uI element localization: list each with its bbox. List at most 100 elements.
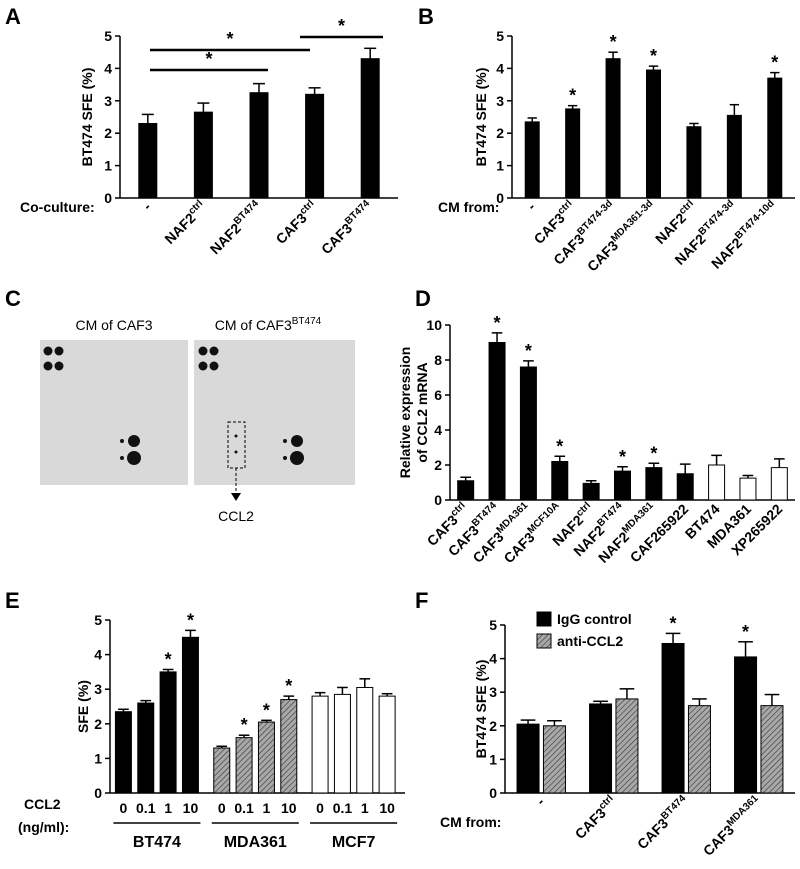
ccl2-label: CCL2 xyxy=(218,508,254,524)
x-tick-label: - xyxy=(139,199,154,214)
y-tick-label: 2 xyxy=(94,716,102,732)
bar xyxy=(726,114,742,199)
y-tick-label: 6 xyxy=(434,387,442,403)
y-tick-label: 2 xyxy=(489,718,497,734)
bar xyxy=(767,77,783,199)
significance-star: * xyxy=(165,649,172,669)
x-tick-label-base: - xyxy=(524,199,539,214)
y-tick-label: 0 xyxy=(489,785,497,801)
significance-star: * xyxy=(742,622,749,642)
bar xyxy=(615,698,639,794)
legend-swatch xyxy=(536,611,552,627)
panel-letter: D xyxy=(415,286,431,311)
significance-star: * xyxy=(494,313,501,333)
significance-star: * xyxy=(650,443,657,463)
bar xyxy=(551,461,569,501)
x-axis-label: Co-culture: xyxy=(20,199,95,215)
x-axis-label: CM from: xyxy=(438,199,499,215)
significance-star: * xyxy=(670,613,677,633)
x-tick-label: - xyxy=(524,199,539,214)
x-tick-label-sup: BT474 xyxy=(343,198,372,227)
y-tick-label: 5 xyxy=(489,617,497,633)
bar xyxy=(734,656,758,794)
x-tick-label-sup: MDA361-3d xyxy=(609,198,655,244)
x-tick-label-sup: BT474-10d xyxy=(733,198,777,242)
y-axis-label: Relative expression xyxy=(397,347,413,479)
x-axis-label: CCL2 xyxy=(24,796,61,812)
y-tick-label: 3 xyxy=(489,684,497,700)
bar xyxy=(645,467,663,501)
bar xyxy=(356,686,374,794)
y-tick-label: 1 xyxy=(94,750,102,766)
significance-star: * xyxy=(610,32,617,52)
panel-letter: C xyxy=(5,286,21,311)
legend-label: anti-CCL2 xyxy=(557,633,623,649)
bar xyxy=(457,480,475,501)
bar xyxy=(519,366,537,501)
significance-star: * xyxy=(525,341,532,361)
significance-star: * xyxy=(619,447,626,467)
legend-label: IgG control xyxy=(557,611,632,627)
x-tick-label-base: - xyxy=(533,794,548,809)
significance-star: * xyxy=(226,29,233,49)
y-tick-label: 8 xyxy=(434,352,442,368)
y-tick-label: 4 xyxy=(496,60,504,76)
significance-star: * xyxy=(263,700,270,720)
bar xyxy=(138,122,158,199)
x-tick-label: 0 xyxy=(120,800,128,816)
y-tick-label: 1 xyxy=(104,158,112,174)
bar xyxy=(311,695,329,794)
x-tick-label: 0.1 xyxy=(136,800,156,816)
y-axis-label: BT474 SFE (%) xyxy=(473,660,489,759)
bar xyxy=(193,111,213,199)
bar xyxy=(333,693,351,794)
x-tick-label: 1 xyxy=(164,800,172,816)
x-tick-label-sup: BT474 xyxy=(232,198,261,227)
x-tick-label-base: - xyxy=(139,199,154,214)
blot-dots xyxy=(43,346,304,465)
y-tick-label: 4 xyxy=(434,422,442,438)
x-tick-label: CAF3BT474 xyxy=(633,793,692,852)
x-tick-label: 10 xyxy=(379,800,395,816)
bar xyxy=(542,725,566,794)
bar xyxy=(249,92,269,199)
bar xyxy=(605,58,621,199)
y-tick-label: 10 xyxy=(426,317,442,333)
x-tick-label-sup: BT474 xyxy=(659,793,688,822)
bar xyxy=(257,721,275,794)
bar xyxy=(614,470,631,501)
x-tick-label: 0 xyxy=(218,800,226,816)
blot-title-base: CM of CAF3 xyxy=(215,317,292,333)
bar xyxy=(213,747,231,794)
y-tick-label: 1 xyxy=(489,751,497,767)
bar xyxy=(739,477,757,501)
y-tick-label: 4 xyxy=(104,60,112,76)
y-tick-label: 0 xyxy=(94,785,102,801)
x-tick-label: NAF2BT474 xyxy=(206,198,265,257)
legend-swatch xyxy=(536,633,552,649)
x-tick-label-sup: BT474 xyxy=(470,500,499,529)
x-axis-label: CM from: xyxy=(440,814,501,830)
bar xyxy=(137,702,155,794)
bar xyxy=(360,58,380,199)
significance-star: * xyxy=(241,715,248,735)
y-tick-label: 0 xyxy=(434,492,442,508)
bar xyxy=(661,642,685,794)
bar xyxy=(676,473,694,501)
x-tick-label-sup: BT474-3d xyxy=(697,198,737,238)
y-tick-label: 1 xyxy=(496,158,504,174)
panel-c: C CM of CAF3 CM of CAF3BT474 CCL2 xyxy=(5,286,355,524)
significance-star: * xyxy=(569,86,576,106)
significance-star: * xyxy=(187,610,194,630)
x-tick-label: 1 xyxy=(263,800,271,816)
y-tick-label: 5 xyxy=(104,28,112,44)
y-axis-label: BT474 SFE (%) xyxy=(473,68,489,167)
y-tick-label: 2 xyxy=(104,125,112,141)
significance-star: * xyxy=(338,16,345,36)
bar xyxy=(770,467,788,501)
bar xyxy=(305,93,325,199)
blot-image xyxy=(40,340,188,485)
bar xyxy=(516,723,540,794)
x-tick-label-sup: BT474 xyxy=(595,500,624,529)
